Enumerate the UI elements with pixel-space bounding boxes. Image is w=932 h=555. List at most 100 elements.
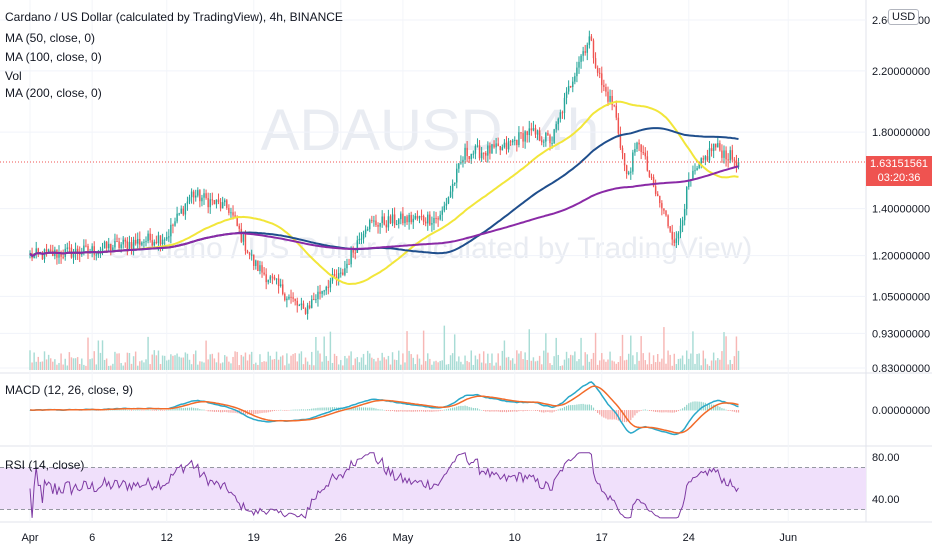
- volume-bar: [294, 353, 296, 370]
- macd-hist-bar: [655, 410, 657, 412]
- candle-body: [45, 249, 48, 252]
- volume-bar: [300, 351, 303, 370]
- volume-bar: [408, 350, 410, 370]
- macd-hist-bar: [404, 410, 406, 412]
- macd-hist-bar: [638, 410, 640, 412]
- macd-hist-bar: [205, 410, 207, 411]
- macd-hist-bar: [251, 410, 253, 415]
- candle-body: [685, 187, 688, 209]
- macd-hist-bar: [193, 407, 195, 411]
- volume-bar: [292, 354, 294, 370]
- candle-body: [412, 218, 414, 223]
- date-tick-label: 12: [161, 532, 173, 544]
- candle-body: [265, 274, 267, 283]
- candle-body: [78, 253, 81, 255]
- candle-body: [342, 272, 344, 275]
- candle-body: [263, 272, 265, 275]
- candle-body: [553, 129, 555, 144]
- candle-body: [640, 144, 642, 153]
- volume-bar: [234, 351, 236, 370]
- macd-hist-bar: [692, 401, 694, 411]
- candle-body: [540, 140, 543, 143]
- macd-hist-bar: [468, 406, 470, 411]
- volume-bar: [271, 359, 274, 370]
- macd-hist-bar: [215, 410, 218, 412]
- volume-bar: [114, 351, 116, 370]
- macd-hist-bar: [512, 410, 514, 412]
- macd-hist-bar: [665, 410, 667, 413]
- volume-bar: [398, 350, 400, 370]
- volume-bar: [126, 352, 129, 370]
- volume-bar: [489, 363, 491, 370]
- volume-bar: [228, 361, 230, 370]
- macd-hist-bar: [501, 410, 503, 413]
- candle-body: [731, 150, 734, 160]
- macd-hist-bar: [586, 404, 588, 411]
- volume-bar: [393, 359, 396, 370]
- volume-bar: [157, 350, 160, 370]
- volume-bar: [468, 362, 470, 370]
- volume-bar: [172, 355, 174, 370]
- candle-body: [735, 160, 738, 168]
- chart-title: Cardano / US Dollar (calculated by Tradi…: [5, 10, 343, 24]
- volume-bar: [161, 355, 164, 370]
- volume-bar: [335, 355, 338, 370]
- volume-bars: [29, 325, 740, 370]
- volume-bar: [460, 361, 462, 370]
- volume-bar: [661, 358, 663, 370]
- candle-body: [530, 128, 533, 131]
- candle-body: [545, 132, 547, 142]
- volume-bar: [186, 353, 189, 370]
- candle-body: [714, 143, 717, 148]
- volume-bar: [377, 357, 379, 370]
- macd-hist-bar: [300, 409, 302, 411]
- price-tick-label: 1.20000000: [872, 251, 930, 263]
- macd-hist-bar: [632, 410, 634, 418]
- volume-bar: [630, 335, 632, 370]
- date-tick-label: 17: [596, 532, 608, 544]
- volume-bar: [137, 365, 139, 370]
- candle-body: [325, 286, 327, 291]
- volume-bar: [719, 359, 721, 370]
- macd-hist-bar: [207, 410, 209, 412]
- macd-hist-bar: [576, 404, 578, 411]
- macd-hist-bar: [307, 409, 309, 411]
- candle-body: [360, 238, 363, 240]
- volume-bar: [313, 365, 315, 370]
- volume-bar: [735, 336, 738, 370]
- macd-hist-bar: [532, 410, 535, 411]
- volume-bar: [543, 350, 545, 370]
- volume-bar: [130, 363, 133, 370]
- candle-body: [561, 112, 564, 114]
- volume-bar: [197, 364, 199, 370]
- volume-bar: [192, 354, 195, 370]
- date-tick-label: 10: [509, 532, 521, 544]
- volume-bar: [302, 364, 305, 370]
- macd-hist-bar: [694, 401, 696, 411]
- volume-bar: [139, 361, 141, 370]
- currency-button[interactable]: USD: [888, 9, 920, 25]
- candle-body: [174, 221, 176, 226]
- volume-bar: [221, 362, 224, 370]
- macd-hist-bar: [429, 410, 431, 412]
- macd-hist-bar: [112, 409, 114, 411]
- macd-hist-bar: [478, 409, 481, 411]
- volume-bar: [362, 353, 365, 370]
- volume-bar: [180, 357, 182, 370]
- macd-hist-bar: [222, 410, 224, 413]
- candle-body: [661, 203, 663, 209]
- macd-hist-bar: [574, 404, 576, 411]
- candle-body: [516, 139, 518, 146]
- macd-tick-label: 0.00000000: [872, 405, 930, 417]
- candle-body: [248, 253, 251, 255]
- volume-bar: [286, 353, 288, 370]
- macd-hist-bar: [462, 405, 464, 411]
- candle-body: [246, 250, 249, 254]
- volume-bar: [56, 364, 58, 370]
- candle-body: [654, 186, 657, 194]
- volume-bar: [482, 351, 485, 370]
- candle-body: [362, 233, 365, 239]
- macd-hist-bar: [228, 410, 230, 413]
- candle-body: [333, 273, 336, 277]
